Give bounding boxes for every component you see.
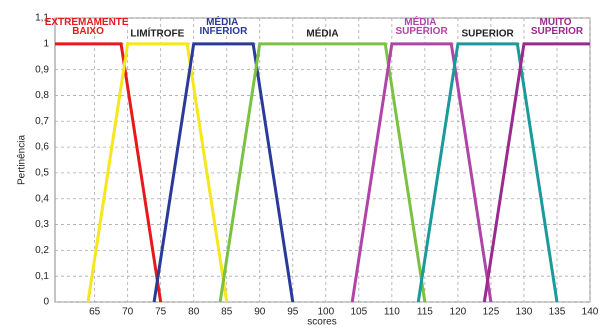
x-tick-label: 95: [287, 307, 299, 318]
series-line: [350, 42, 493, 303]
series-label: EXTREMAMENTE BAIXO: [45, 17, 132, 37]
x-tick-label: 120: [450, 307, 467, 318]
y-tick-label: 1,1: [35, 13, 49, 24]
series-label: MÉDIA INFERIOR: [200, 15, 249, 37]
y-axis-label: Pertinência: [17, 135, 28, 185]
label-line: MÉDIA: [206, 15, 241, 28]
x-tick-label: 65: [89, 307, 101, 318]
x-tick-label: 125: [483, 307, 500, 318]
x-tick-label: 85: [221, 307, 233, 318]
x-tick-label: 140: [582, 307, 599, 318]
y-tick-label: 0,6: [35, 142, 49, 153]
series-label: SUPERIOR: [462, 29, 515, 40]
label-line: SUPERIOR: [395, 26, 448, 37]
label-line: MUITO: [540, 17, 575, 28]
x-tick-label: 110: [384, 307, 400, 318]
plot-area: [54, 17, 591, 303]
x-tick-label: 80: [188, 307, 200, 318]
series-line: [55, 42, 163, 303]
x-tick-label: 100: [317, 307, 334, 318]
y-tick-label: 0: [43, 297, 49, 308]
y-tick-label: 0,3: [35, 219, 49, 230]
label-line: INFERIOR: [200, 26, 249, 37]
x-tick-label: 70: [122, 307, 134, 318]
y-tick-label: 0,7: [35, 116, 49, 127]
series-label: LIMÍTROFE: [130, 27, 184, 40]
label-line: SUPERIOR: [531, 26, 584, 37]
y-tick-label: 0,8: [35, 90, 49, 101]
y-tick-label: 1: [43, 38, 49, 49]
y-tick-label: 0,5: [35, 168, 49, 179]
x-tick-label: 135: [549, 307, 566, 318]
y-tick-label: 0,2: [35, 245, 49, 256]
x-tick-label: 130: [516, 307, 533, 318]
series-label: MÉDIA SUPERIOR: [395, 15, 448, 37]
series-label: MUITO SUPERIOR: [531, 17, 584, 37]
series-line: [482, 42, 590, 303]
label-line: MÉDIA: [404, 15, 439, 28]
x-tick-label: 105: [350, 307, 367, 318]
x-tick-label: 75: [155, 307, 167, 318]
series-line: [416, 42, 559, 303]
label-line: BAIXO: [72, 26, 104, 37]
x-tick-label: 115: [417, 307, 433, 318]
x-axis-label: scores: [307, 317, 336, 328]
y-tick-label: 0,4: [35, 193, 49, 204]
x-tick-label: 90: [254, 307, 266, 318]
label-line: EXTREMAMENTE: [45, 17, 132, 28]
series-line: [218, 42, 427, 303]
series-line: [86, 42, 229, 303]
series-label: MÉDIA: [306, 27, 338, 40]
series-line: [152, 42, 295, 303]
y-tick-label: 0,9: [35, 64, 49, 75]
y-tick-label: 0,1: [35, 271, 49, 282]
